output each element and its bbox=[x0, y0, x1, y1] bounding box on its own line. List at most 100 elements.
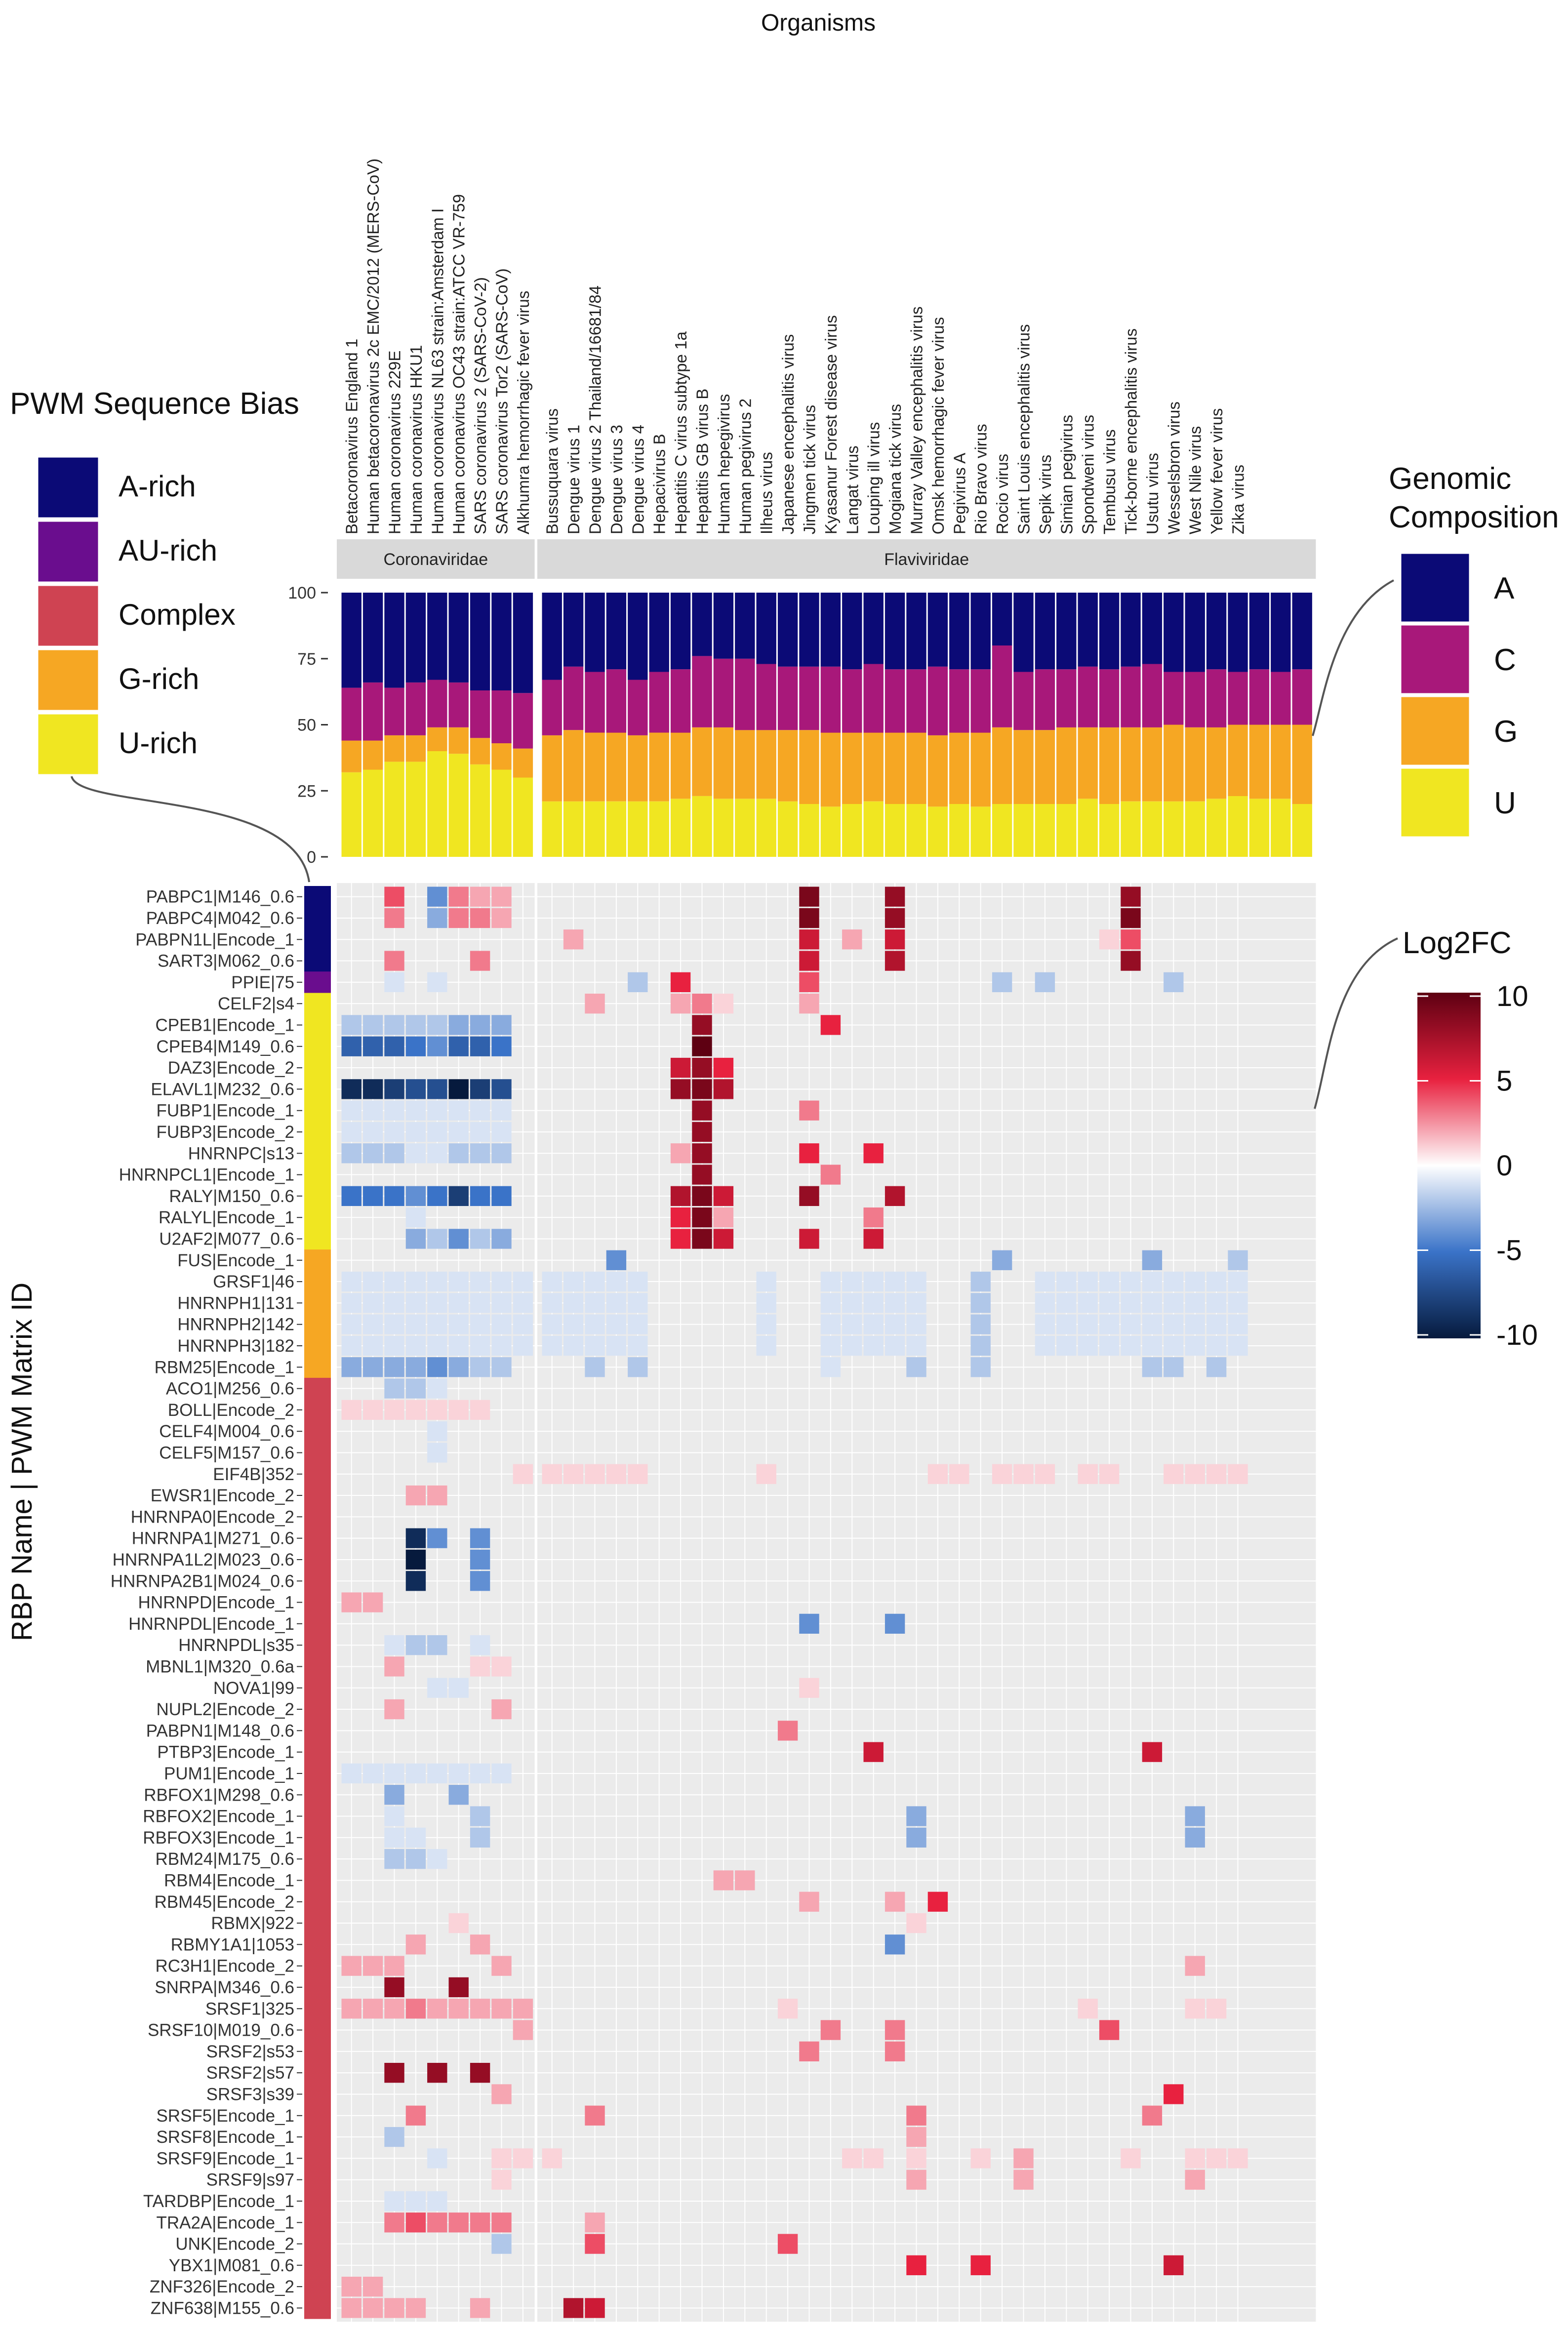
heatmap-cell bbox=[341, 1271, 362, 1292]
heatmap-cell bbox=[427, 1229, 447, 1249]
row-label: RBM24|M175_0.6 bbox=[156, 1850, 294, 1869]
composition-bar-u bbox=[906, 804, 926, 857]
heatmap-cell bbox=[906, 1357, 926, 1377]
heatmap-cell bbox=[405, 1827, 426, 1848]
heatmap-cell bbox=[542, 1335, 562, 1356]
heatmap-cell bbox=[513, 1271, 533, 1292]
heatmap-cell bbox=[906, 2105, 926, 2126]
heatmap-cell bbox=[692, 1229, 712, 1249]
heatmap-cell bbox=[1035, 1271, 1055, 1292]
composition-bar-a bbox=[1035, 593, 1055, 670]
composition-bar-a bbox=[513, 593, 533, 693]
heatmap-cell bbox=[1142, 1293, 1163, 1313]
composition-bar-a bbox=[1206, 593, 1227, 670]
heatmap-cell bbox=[405, 2105, 426, 2126]
composition-bar-a bbox=[1185, 593, 1205, 672]
heatmap-cell bbox=[692, 1079, 712, 1099]
composition-bar-a bbox=[1013, 593, 1034, 672]
composition-bar-u bbox=[341, 772, 362, 857]
bias-cell bbox=[304, 1442, 331, 1464]
composition-bar-u bbox=[362, 769, 383, 857]
heatmap-cell bbox=[820, 1357, 841, 1377]
composition-bar-c bbox=[863, 664, 884, 733]
log2fc-tick-label: -5 bbox=[1496, 1235, 1522, 1267]
heatmap-cell bbox=[949, 1464, 969, 1484]
heatmap-cell bbox=[628, 1357, 648, 1377]
heatmap-cell bbox=[384, 1999, 404, 2019]
heatmap-cell bbox=[585, 1335, 605, 1356]
bias-legend-label: Complex bbox=[119, 598, 236, 631]
row-label: HNRNPD|Encode_1 bbox=[138, 1593, 294, 1612]
row-labels: PABPC1|M146_0.6 PABPC4|M042_0.6 PABPN1L|En… bbox=[111, 887, 302, 2318]
heatmap-cell bbox=[606, 1314, 627, 1334]
heatmap-cell bbox=[1099, 2020, 1120, 2040]
bias-cell bbox=[304, 1314, 331, 1335]
row-label: PABPN1L|Encode_1 bbox=[135, 930, 294, 949]
heatmap-cell bbox=[405, 1635, 426, 1655]
heatmap-cell bbox=[1078, 1335, 1098, 1356]
heatmap-cell bbox=[491, 1656, 512, 1677]
composition-bar-g bbox=[735, 730, 755, 799]
heatmap-cell bbox=[341, 1036, 362, 1056]
heatmap-cell bbox=[470, 908, 490, 928]
heatmap-cell bbox=[670, 1229, 691, 1249]
heatmap-cell bbox=[384, 1635, 404, 1655]
heatmap-cell bbox=[1164, 2255, 1184, 2275]
heatmap-cell bbox=[885, 1335, 905, 1356]
heatmap-cell bbox=[362, 1100, 383, 1121]
heatmap-cell bbox=[362, 2277, 383, 2297]
composition-bar-u bbox=[606, 801, 627, 857]
heatmap-cell bbox=[470, 1314, 490, 1334]
heatmap-cell bbox=[427, 1400, 447, 1420]
bias-cell bbox=[304, 2190, 331, 2212]
bias-cell bbox=[304, 1121, 331, 1143]
heatmap-cell bbox=[362, 1999, 383, 2019]
composition-bar-u bbox=[448, 754, 469, 857]
bias-legend-swatch bbox=[37, 456, 100, 519]
heatmap-cell bbox=[885, 2020, 905, 2040]
heatmap-cell bbox=[427, 1271, 447, 1292]
composition-bar-a bbox=[585, 593, 605, 672]
heatmap-cell bbox=[1056, 1335, 1077, 1356]
composition-bar-c bbox=[1249, 669, 1270, 725]
organism-label: Betacoronavirus England 1 bbox=[343, 339, 361, 534]
heatmap-cell bbox=[470, 1934, 490, 1955]
composition-bar-u bbox=[799, 804, 819, 857]
heatmap-cell bbox=[692, 1207, 712, 1228]
heatmap-cell bbox=[1185, 1314, 1205, 1334]
composition-bar-c bbox=[1292, 669, 1312, 725]
composition-bar-g bbox=[628, 735, 648, 802]
composition-bar-a bbox=[649, 593, 669, 672]
heatmap-cell bbox=[448, 1314, 469, 1334]
heatmap-cell bbox=[405, 1036, 426, 1056]
heatmap-cell bbox=[1185, 2148, 1205, 2169]
composition-bar-u bbox=[713, 799, 734, 857]
composition-bar-u bbox=[1013, 804, 1034, 857]
organism-label: Usutu virus bbox=[1143, 453, 1162, 534]
log2fc-tick-label: 5 bbox=[1496, 1065, 1512, 1097]
heatmap-cell bbox=[513, 1314, 533, 1334]
heatmap-cell bbox=[470, 1656, 490, 1677]
heatmap-cell bbox=[542, 1314, 562, 1334]
heatmap-cell bbox=[491, 1699, 512, 1720]
composition-bar-g bbox=[885, 732, 905, 804]
composition-bar-g bbox=[906, 732, 926, 804]
heatmap-cell bbox=[799, 1100, 819, 1121]
composition-legend-swatch bbox=[1400, 552, 1471, 623]
bias-cell bbox=[304, 2169, 331, 2191]
heatmap-cell bbox=[692, 1122, 712, 1142]
heatmap-cell bbox=[405, 1229, 426, 1249]
heatmap-cell bbox=[448, 1678, 469, 1698]
composition-bar-c bbox=[1164, 672, 1184, 725]
composition-bar-u bbox=[1228, 796, 1248, 857]
heatmap-cell bbox=[427, 886, 447, 907]
composition-bar-g bbox=[1078, 727, 1098, 799]
organism-label: Alkhumra hemorrhagic fever virus bbox=[514, 291, 532, 534]
heatmap-cell bbox=[491, 1763, 512, 1784]
heatmap-cell bbox=[863, 2148, 884, 2169]
heatmap-cell bbox=[470, 1335, 490, 1356]
heatmap-cell bbox=[606, 1335, 627, 1356]
heatmap-cell bbox=[427, 1314, 447, 1334]
bias-cell bbox=[304, 1741, 331, 1763]
row-label: HNRNPA2B1|M024_0.6 bbox=[111, 1571, 294, 1591]
